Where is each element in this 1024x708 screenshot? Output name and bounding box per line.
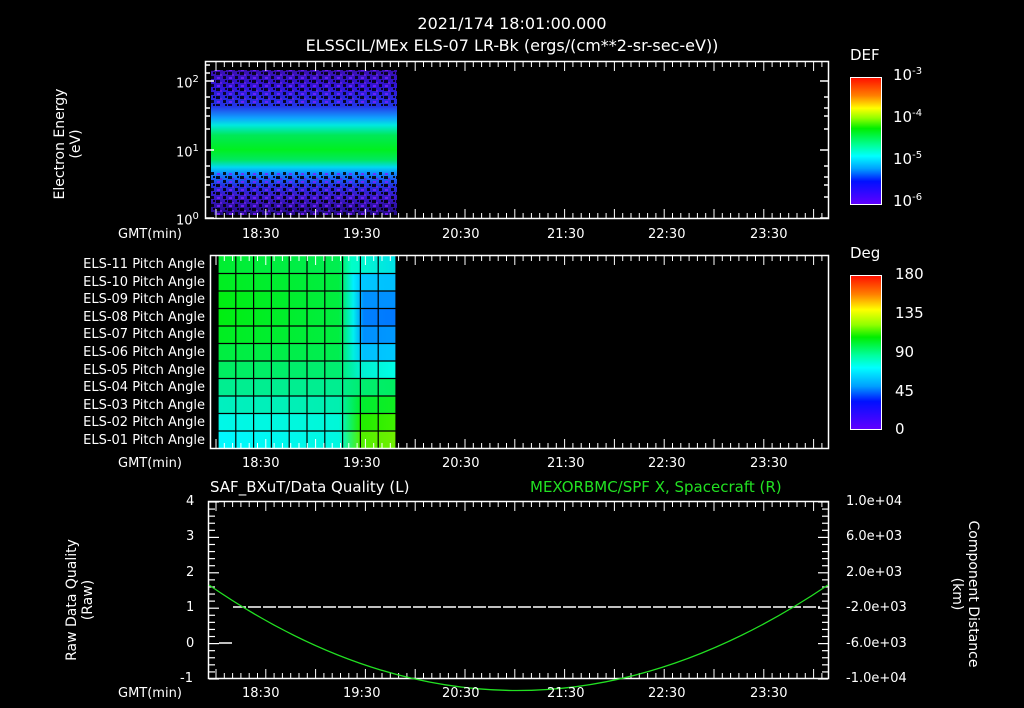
right-ytick-3: -2.0e+03 (846, 600, 907, 615)
panel2-xtick-4: 22:30 (648, 456, 686, 471)
panel3-left-title: SAF_BXuT/Data Quality (L) (210, 478, 410, 496)
panel1-xtick-3: 21:30 (547, 227, 585, 242)
right-ytick-0: 1.0e+04 (846, 494, 903, 509)
panel2-xlabel: GMT(min) (118, 456, 182, 471)
left-ytick-0: 0 (186, 636, 195, 651)
def-tick-0: 10-3 (893, 66, 923, 84)
left-ytick-4: 4 (186, 494, 195, 509)
panel3-xtick-0: 18:30 (242, 686, 280, 701)
deg-tick-0: 0 (895, 420, 905, 438)
panel2-xtick-3: 21:30 (547, 456, 585, 471)
deg-colorbar (850, 275, 882, 430)
right-ytick-1: 6.0e+03 (846, 529, 903, 544)
row-label: ELS-07 Pitch Angle (83, 327, 205, 343)
panel1-xlabel: GMT(min) (118, 227, 182, 242)
right-ytick-4: -6.0e+03 (846, 636, 907, 651)
row-label: ELS-08 Pitch Angle (83, 309, 205, 325)
panel1-xtick-2: 20:30 (442, 227, 480, 242)
right-ytick-2: 2.0e+03 (846, 565, 903, 580)
panel3-xtick-2: 20:30 (442, 686, 480, 701)
panel1-ytick-10: 101 (176, 143, 199, 161)
panel3-xtick-1: 19:30 (343, 686, 381, 701)
row-label: ELS-10 Pitch Angle (83, 274, 205, 290)
row-label: ELS-09 Pitch Angle (83, 292, 205, 308)
plot-datetime: 2021/174 18:01:00.000 (417, 14, 607, 33)
panel3-xtick-3: 21:30 (547, 686, 585, 701)
left-ytick-neg1: -1 (180, 671, 193, 686)
panel1-xtick-1: 19:30 (343, 227, 381, 242)
deg-tick-180: 180 (895, 265, 924, 283)
left-ytick-3: 3 (186, 529, 195, 544)
deg-tick-45: 45 (895, 382, 915, 400)
def-colorbar-title: DEF (850, 46, 880, 64)
left-ytick-2: 2 (186, 565, 195, 580)
panel2-xtick-1: 19:30 (343, 456, 381, 471)
pitch-angle-row-labels: ELS-11 Pitch Angle ELS-10 Pitch Angle EL… (40, 256, 205, 450)
row-label: ELS-06 Pitch Angle (83, 344, 205, 360)
panel1-xtick-5: 23:30 (750, 227, 788, 242)
row-label: ELS-11 Pitch Angle (83, 257, 205, 272)
row-label: ELS-02 Pitch Angle (83, 415, 205, 431)
panel3-xtick-4: 22:30 (648, 686, 686, 701)
def-colorbar (850, 77, 882, 205)
panel3-xlabel: GMT(min) (118, 686, 182, 701)
panel2-xtick-5: 23:30 (750, 456, 788, 471)
panel2-xtick-2: 20:30 (442, 456, 480, 471)
panel1-xtick-4: 22:30 (648, 227, 686, 242)
def-tick-3: 10-6 (893, 192, 923, 210)
panel2-xtick-0: 18:30 (242, 456, 280, 471)
deg-tick-90: 90 (895, 343, 915, 361)
panel3-xtick-5: 23:30 (750, 686, 788, 701)
row-label: ELS-05 Pitch Angle (83, 362, 205, 378)
plot-subtitle: ELSSCIL/MEx ELS-07 LR-Bk (ergs/(cm**2-sr… (305, 36, 719, 55)
deg-colorbar-title: Deg (850, 244, 881, 262)
row-label: ELS-03 Pitch Angle (83, 397, 205, 413)
panel1-ytick-100: 102 (176, 74, 199, 92)
panel1-ytick-1: 100 (176, 211, 199, 229)
left-ytick-1: 1 (186, 600, 195, 615)
def-tick-1: 10-4 (893, 108, 923, 126)
right-ytick-5: -1.0e+04 (846, 671, 907, 686)
deg-tick-135: 135 (895, 304, 924, 322)
row-label: ELS-01 Pitch Angle (83, 432, 205, 448)
panel1-xtick-0: 18:30 (242, 227, 280, 242)
panel3-right-title: MEXORBMC/SPF X, Spacecraft (R) (530, 478, 782, 496)
row-label: ELS-04 Pitch Angle (83, 380, 205, 396)
spacecraft-x-curve (208, 584, 829, 692)
def-tick-2: 10-5 (893, 150, 923, 168)
